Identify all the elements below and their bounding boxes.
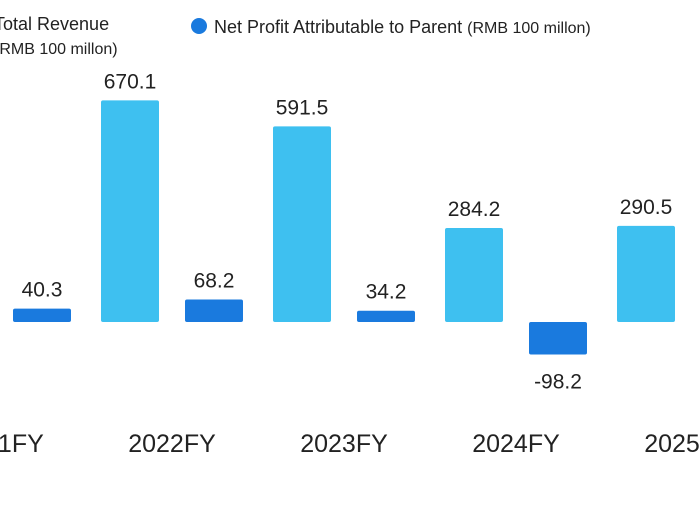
profit-value-label-2024FY: -98.2 [534,370,582,393]
revenue-bar-2025FY [617,225,675,322]
revenue-value-label-2022FY: 670.1 [104,70,157,93]
revenue-value-label-2024FY: 284.2 [448,198,501,221]
revenue-bar-2022FY [101,100,159,323]
bars-layer [13,100,675,355]
revenue-value-label-2023FY: 591.5 [276,96,329,119]
profit-bar-2021FY [13,308,71,322]
legend-profit-unit: (RMB 100 millon) [467,20,591,37]
profit-bar-2022FY [185,299,243,322]
legend-profit-name: Net Profit Attributable to Parent [214,17,462,37]
profit-value-label-2023FY: 34.2 [366,281,407,304]
profit-value-label-2021FY: 40.3 [22,279,63,302]
legend-profit-label: Net Profit Attributable to Parent (RMB 1… [214,17,591,37]
x-tick-label-2023FY: 2023FY [300,430,388,458]
profit-value-label-2022FY: 68.2 [194,269,235,292]
x-tick-label-2024FY: 2024FY [472,430,560,458]
legend: Total Revenue (RMB 100 millon) Net Profi… [0,14,591,58]
profit-bar-2024FY [529,322,587,355]
x-axis: 2021FY 2022FY 2023FY 2024FY 2025FY [0,430,700,458]
revenue-bar-2023FY [273,126,331,322]
profit-bar-2023FY [357,310,415,322]
x-tick-label-2022FY: 2022FY [128,430,216,458]
x-tick-label-2021FY: 2021FY [0,430,44,458]
legend-revenue-name: Total Revenue [0,14,109,34]
revenue-bar-2024FY [445,228,503,322]
revenue-value-label-2025FY: 290.5 [620,196,673,219]
legend-profit-marker [191,18,207,34]
legend-revenue-unit: (RMB 100 millon) [0,41,118,58]
value-labels-layer: 40.3 670.1 68.2 591.5 34.2 284.2 -98.2 290.5 [22,70,673,393]
legend-revenue-label: Total Revenue [0,14,109,34]
x-tick-label-2025FY: 2025FY [644,430,700,458]
